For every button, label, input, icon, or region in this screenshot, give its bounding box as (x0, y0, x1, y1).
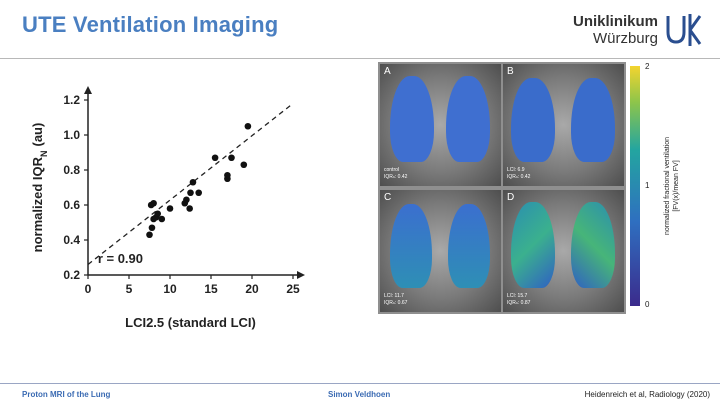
header-divider (0, 58, 720, 59)
data-point (211, 154, 219, 162)
ventilation-colorbar (630, 66, 640, 306)
footer-course-title: Proton MRI of the Lung (22, 390, 111, 399)
colorbar-title-line-2: [FV(x)/mean FV] (673, 160, 680, 212)
y-tick-label: 1.0 (63, 128, 80, 142)
colorbar-title: normalized fractional ventilation [FV(x)… (663, 137, 681, 235)
colorbar-mid-label: 1 (645, 181, 650, 190)
data-point (195, 189, 202, 197)
panel-caption-line: IQRₙ: 0.67 (384, 300, 408, 306)
mri-panel-a: A control IQRₙ: 0.42 (380, 64, 501, 186)
data-point (146, 231, 153, 239)
data-point (240, 161, 248, 169)
right-lung-map (448, 204, 490, 288)
mri-figure-grid: A control IQRₙ: 0.42 B LCI: 6.9 IQRₙ: 0.… (378, 62, 626, 314)
panel-caption-line: LCI: 11.7 (384, 293, 404, 299)
panel-caption-line: IQRₙ: 0.42 (384, 174, 408, 180)
panel-caption-line: control (384, 167, 400, 173)
right-lung-map (571, 78, 615, 162)
data-point (244, 122, 252, 130)
data-point (224, 171, 231, 179)
left-lung-map (390, 204, 432, 288)
panel-caption-line: LCI: 6.9 (507, 167, 525, 173)
university-hospital-logo: Uniklinikum Würzburg (573, 12, 702, 48)
x-tick-label: 10 (163, 282, 177, 296)
correlation-annotation: r = 0.90 (98, 251, 143, 266)
footer-citation: Heidenreich et al, Radiology (2020) (584, 390, 710, 399)
x-tick-label: 25 (286, 282, 300, 296)
logo-line-2: Würzburg (592, 30, 658, 47)
panel-caption-line: IQRₙ: 0.87 (507, 300, 531, 306)
data-point (183, 196, 190, 204)
y-tick-label: 0.4 (63, 233, 80, 247)
data-point (154, 210, 161, 218)
x-tick-label: 20 (245, 282, 259, 296)
data-point (228, 154, 235, 162)
uk-logo-mark-icon (666, 14, 702, 46)
correlation-scatter-plot: 0 5 10 15 20 25 0.2 0.4 0.6 0.8 1.0 1.2 normalized … (30, 86, 305, 330)
right-lung-map (571, 202, 615, 288)
panel-letter: B (507, 66, 514, 77)
logo-line-1: Uniklinikum (572, 13, 658, 30)
x-tick-label: 0 (85, 282, 92, 296)
data-point (189, 178, 197, 186)
colorbar-min-label: 0 (645, 300, 650, 309)
data-point (166, 205, 174, 212)
footer-divider (0, 383, 720, 384)
left-lung-map (511, 78, 555, 162)
colorbar-max-label: 2 (645, 62, 650, 71)
y-tick-label: 0.6 (63, 198, 80, 212)
data-point (158, 215, 166, 223)
panel-caption-line: IQRₙ: 0.42 (507, 174, 531, 180)
y-axis-label: normalized IQRN(au) (30, 123, 49, 253)
footer-presenter: Simon Veldhoen (328, 390, 391, 399)
data-point (187, 189, 194, 197)
data-point (186, 205, 193, 212)
panel-letter: D (507, 192, 515, 203)
slide-title: UTE Ventilation Imaging (22, 12, 279, 37)
x-axis-arrow-icon (297, 271, 305, 279)
y-axis-arrow-icon (84, 86, 92, 94)
panel-caption-line: LCI: 15.7 (507, 293, 528, 299)
y-tick-label: 1.2 (63, 93, 80, 107)
mri-panel-b: B LCI: 6.9 IQRₙ: 0.42 (503, 64, 624, 186)
data-point (148, 224, 156, 232)
panel-letter: A (384, 66, 391, 77)
data-point (150, 199, 157, 207)
panel-letter: C (384, 192, 392, 203)
mri-panel-d: D LCI: 15.7 IQRₙ: 0.87 (503, 190, 624, 312)
colorbar-title-line-1: normalized fractional ventilation (664, 136, 671, 236)
mri-panel-c: C LCI: 11.7 IQRₙ: 0.67 (380, 190, 501, 312)
y-tick-label: 0.8 (63, 163, 80, 177)
x-tick-label: 15 (204, 282, 218, 296)
right-lung-map (446, 76, 490, 162)
y-tick-label: 0.2 (63, 268, 80, 282)
left-lung-map (511, 202, 555, 288)
x-tick-label: 5 (126, 282, 133, 296)
x-axis-label: LCI2.5 (standard LCI) (125, 315, 256, 330)
left-lung-map (390, 76, 434, 162)
